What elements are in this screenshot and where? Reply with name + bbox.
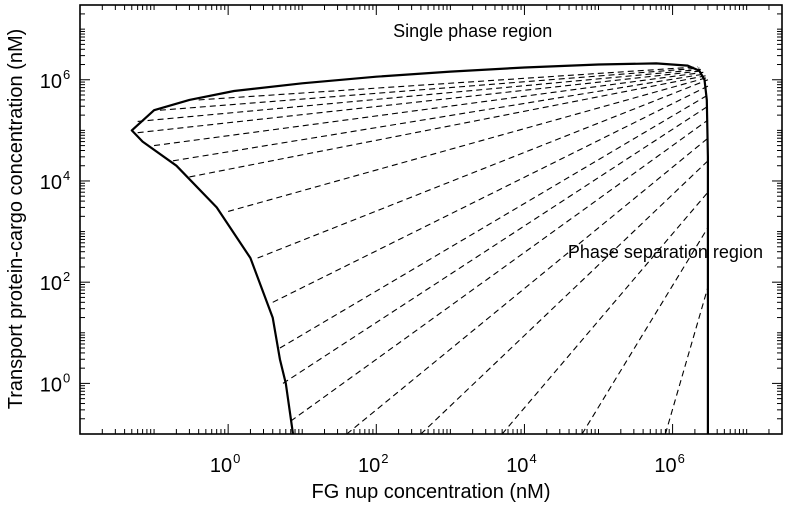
x-tick-label-exponent: 4: [529, 451, 536, 466]
y-tick-label: 10 2: [40, 269, 70, 295]
tie-line: [137, 68, 701, 122]
y-tick-label-exponent: 6: [63, 67, 70, 82]
tie-line: [272, 85, 709, 303]
tie-line: [346, 137, 709, 435]
x-tick-label: 10 6: [654, 451, 684, 477]
y-tick-label-base: 10: [40, 374, 62, 396]
x-tick-label-base: 10: [506, 455, 528, 477]
x-tick-label: 10 2: [358, 451, 388, 477]
tie-line: [501, 191, 709, 435]
phase-boundary-curve: [130, 62, 710, 435]
tie-line: [159, 67, 700, 111]
x-tick-label-base: 10: [210, 455, 232, 477]
x-tick-label: 10 4: [506, 451, 536, 477]
tie-line: [137, 70, 703, 134]
x-tick-label-base: 10: [654, 455, 676, 477]
tie-line: [189, 75, 706, 178]
region-annotation: Phase separation region: [568, 242, 763, 262]
tie-line: [257, 79, 709, 259]
tie-line: [198, 66, 698, 101]
tie-line: [664, 286, 709, 435]
x-tick-label-exponent: 0: [233, 451, 240, 466]
x-axis-title: FG nup concentration (nM): [312, 481, 551, 503]
tie-line: [154, 71, 704, 147]
plot-frame: [79, 4, 783, 435]
x-tick-label: 10 0: [210, 451, 240, 477]
y-tick-label-exponent: 2: [63, 269, 70, 284]
y-tick-label-exponent: 4: [63, 168, 70, 183]
region-annotation: Single phase region: [393, 21, 552, 41]
tie-line: [420, 160, 709, 435]
tie-line: [581, 227, 709, 435]
y-tick-label-base: 10: [40, 273, 62, 295]
y-tick-label-base: 10: [40, 172, 62, 194]
tie-line: [282, 105, 709, 384]
y-tick-label: 10 0: [40, 370, 70, 396]
tie-line: [279, 94, 709, 349]
tie-line: [227, 77, 707, 212]
y-axis-title: Transport protein-cargo concentration (n…: [5, 29, 27, 410]
y-tick-label: 10 4: [40, 168, 70, 194]
y-tick-label: 10 6: [40, 67, 70, 93]
tie-line: [290, 119, 709, 422]
x-tick-label-exponent: 6: [678, 451, 685, 466]
y-tick-label-exponent: 0: [63, 370, 70, 385]
x-tick-label-exponent: 2: [381, 451, 388, 466]
y-tick-label-base: 10: [40, 71, 62, 93]
x-tick-label-base: 10: [358, 455, 380, 477]
